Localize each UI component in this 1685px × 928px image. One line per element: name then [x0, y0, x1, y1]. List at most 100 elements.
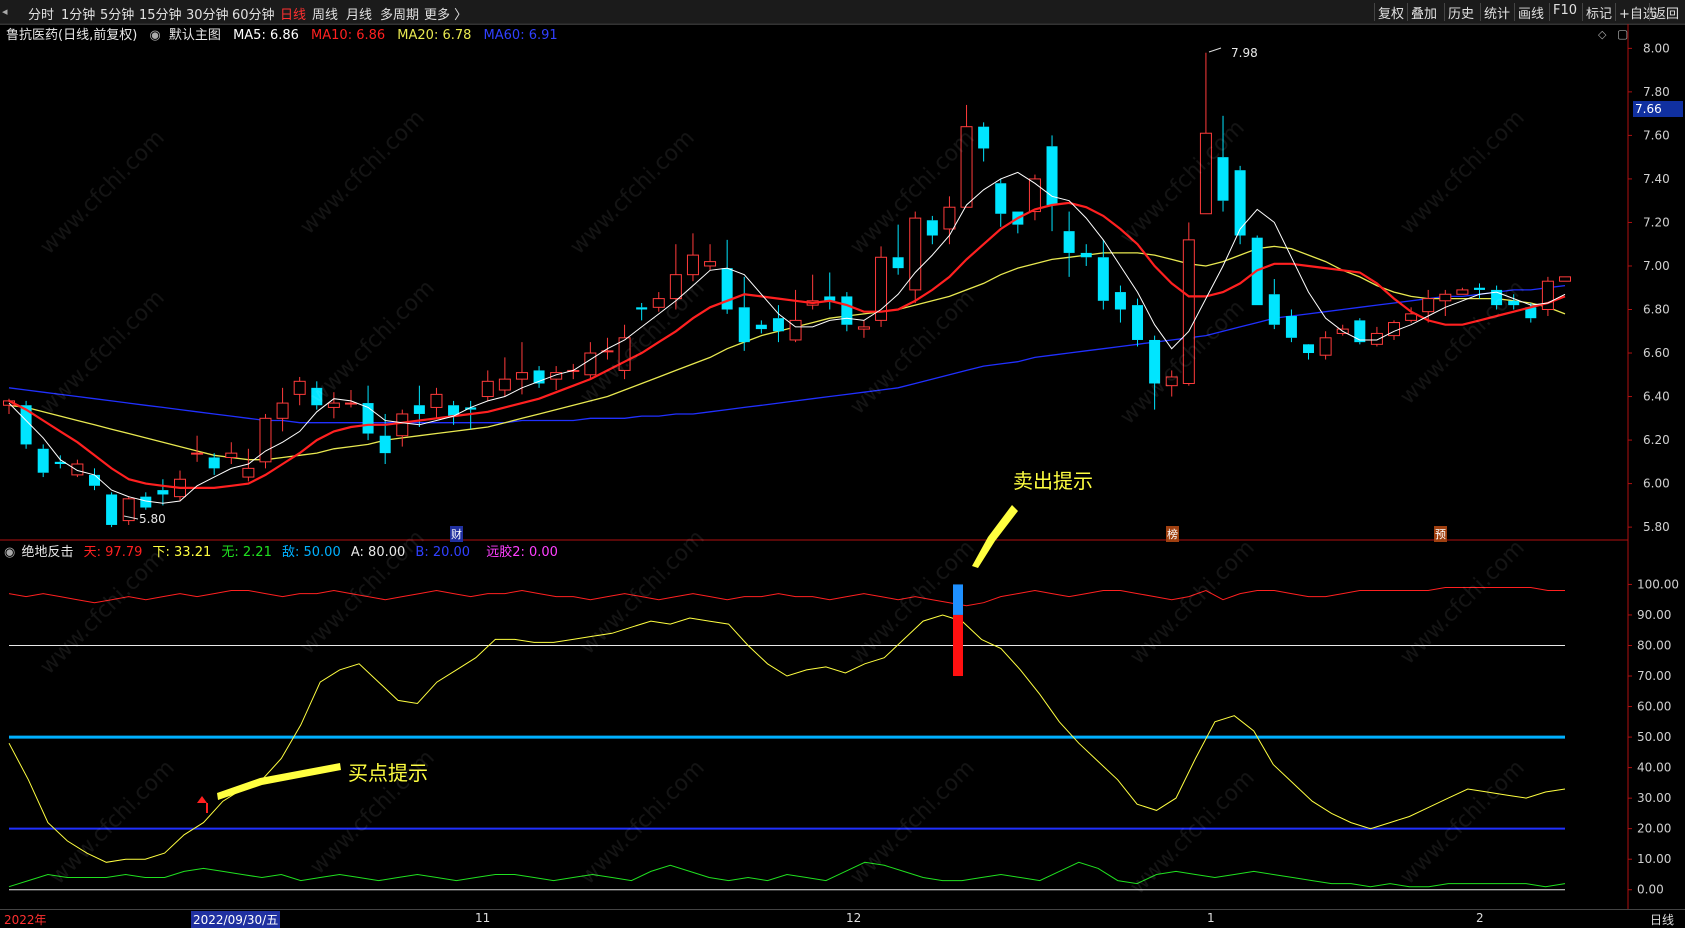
price-axis-label: 6.80: [1643, 302, 1670, 316]
candle-up: [584, 352, 597, 376]
date-axis-month-2: 2: [1476, 911, 1484, 925]
candle-down: [1063, 231, 1075, 253]
candle-up: [327, 402, 340, 408]
indicator-axis-label: 80.00: [1637, 638, 1671, 652]
xia-value: 下: 33.21: [152, 545, 212, 560]
period-label[interactable]: 日线: [1650, 913, 1675, 927]
candle-up: [481, 380, 494, 398]
indicator-name[interactable]: 绝地反击: [21, 545, 74, 560]
candle-up: [276, 402, 289, 419]
event-marker-0[interactable]: 财: [450, 526, 463, 542]
high-price-label: 7.98: [1231, 46, 1258, 60]
toolbar-button-1[interactable]: 叠加: [1411, 7, 1438, 22]
tab-3[interactable]: 15分钟: [139, 8, 182, 23]
toolbar-button-0[interactable]: 复权: [1378, 7, 1405, 22]
candle-down: [1234, 170, 1246, 236]
candle-down: [772, 318, 784, 332]
candle-down: [978, 126, 990, 149]
toolbar-button-4[interactable]: 画线: [1518, 7, 1545, 22]
candle-up: [515, 372, 528, 380]
ma20-value: MA20: 6.78: [397, 28, 472, 43]
chart-settings-icon[interactable]: ◉: [149, 28, 161, 43]
candle-down: [1491, 289, 1503, 306]
toolbar-button-3[interactable]: 统计: [1484, 7, 1511, 22]
current-price-tag: 7.66: [1633, 101, 1683, 117]
candle-up: [789, 319, 802, 341]
panel-maximize-icon[interactable]: ▢: [1617, 27, 1629, 41]
sell-pointer-arrow: [972, 505, 1018, 568]
stock-title[interactable]: 鲁抗医药(日线,前复权): [6, 28, 138, 43]
tab-10[interactable]: 更多 〉: [424, 8, 468, 23]
candle-down: [926, 220, 938, 236]
candle-down: [1097, 257, 1109, 301]
toolbar-button-7[interactable]: +自选: [1619, 7, 1656, 22]
price-axis-label: 5.80: [1643, 520, 1670, 534]
high-pointer: [1208, 47, 1222, 53]
toolbar-button-5[interactable]: F10: [1553, 3, 1578, 18]
date-axis-year: 2022年: [4, 913, 47, 927]
candle-down: [37, 448, 49, 473]
candle-up: [909, 217, 922, 291]
ma5-line: [8, 171, 1566, 504]
wu-line: [8, 861, 1566, 888]
di-value: 敌: 50.00: [282, 545, 341, 560]
candle-down: [738, 307, 750, 343]
candle-down: [1114, 292, 1126, 310]
indicator-header: ◉ 绝地反击 天: 97.79 下: 33.21 无: 2.21 敌: 50.0…: [0, 541, 1620, 561]
candle-down: [1046, 146, 1058, 206]
candle-down: [1303, 344, 1315, 354]
candle-up: [1439, 293, 1452, 302]
indicator-axis-label: 90.00: [1637, 608, 1671, 622]
tab-8[interactable]: 月线: [346, 8, 373, 23]
toolbar-button-6[interactable]: 标记: [1586, 7, 1613, 22]
toolbar-left-arrow-icon[interactable]: ◂: [2, 5, 8, 18]
tab-4[interactable]: 30分钟: [186, 8, 229, 23]
indicator-axis-label: 60.00: [1637, 700, 1671, 714]
wu-value: 无: 2.21: [221, 545, 272, 560]
indicator-axis-label: 100.00: [1637, 577, 1679, 591]
candle-down: [824, 296, 836, 301]
period-toolbar: 分时 1分钟 5分钟 15分钟 30分钟 60分钟 日线 周线 月线 多周期 更多 〉 复权 叠加 历史…: [0, 0, 1685, 25]
tab-2[interactable]: 5分钟: [100, 8, 135, 23]
tab-0[interactable]: 分时: [28, 8, 55, 23]
candle-down: [1149, 339, 1161, 384]
low-price-label: 5.80: [139, 512, 166, 526]
tab-7[interactable]: 周线: [312, 8, 339, 23]
buy-signal-arrow: [197, 796, 207, 803]
event-marker-1[interactable]: 榜: [1166, 526, 1179, 542]
tab-5[interactable]: 60分钟: [232, 8, 275, 23]
candle-down: [379, 435, 391, 454]
candle-up: [1165, 376, 1178, 387]
candle-down: [448, 405, 460, 417]
indicator-settings-icon[interactable]: ◉: [4, 545, 16, 560]
tian-line: [8, 587, 1565, 607]
date-axis-highlight: 2022/09/30/五: [191, 911, 281, 928]
candle-down: [157, 490, 169, 495]
panel-diamond-icon[interactable]: ◇: [1598, 28, 1607, 41]
event-marker-2[interactable]: 预: [1434, 526, 1447, 542]
candle-down: [1217, 157, 1229, 201]
low-pointer: [123, 515, 139, 520]
ma10-line: [8, 201, 1566, 489]
candle-up: [1456, 289, 1469, 295]
sell-signal-blue: [953, 584, 963, 615]
candle-up: [122, 498, 135, 522]
candle-up: [225, 452, 238, 458]
indicator-axis-label: 40.00: [1637, 761, 1671, 775]
tab-1[interactable]: 1分钟: [61, 8, 96, 23]
chart-name[interactable]: 默认主图: [168, 28, 221, 43]
toolbar-divider: [1480, 3, 1481, 21]
toolbar-button-2[interactable]: 历史: [1448, 7, 1475, 22]
toolbar-button-8[interactable]: 返回: [1653, 7, 1680, 22]
candle-up: [396, 413, 409, 437]
tab-9[interactable]: 多周期: [380, 8, 420, 23]
candle-up: [704, 261, 717, 267]
tab-6[interactable]: 日线: [280, 8, 307, 23]
main-chart-header: 鲁抗医药(日线,前复权) ◉ 默认主图 MA5: 6.86 MA10: 6.86…: [0, 24, 1620, 44]
candle-up: [293, 380, 306, 395]
candle-down: [1268, 294, 1280, 325]
candle-up: [1370, 332, 1383, 345]
candle-down: [892, 257, 904, 269]
candle-up: [1182, 239, 1195, 384]
